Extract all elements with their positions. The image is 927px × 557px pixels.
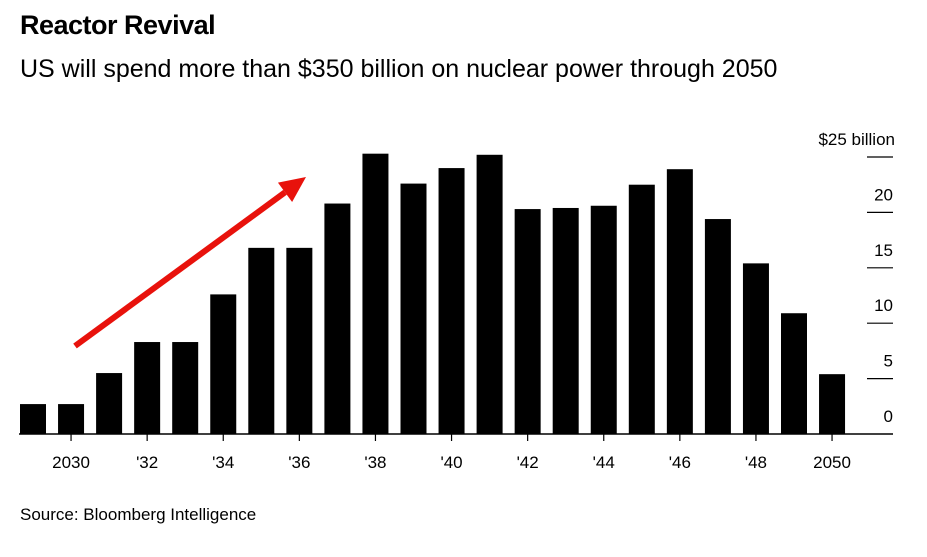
x-tick-label-2048: '48: [745, 453, 767, 472]
x-tick-label-2030: 2030: [52, 453, 90, 472]
chart-subtitle: US will spend more than $350 billion on …: [20, 55, 778, 83]
bar-2034: [210, 294, 237, 434]
y-tick-label-10: 10: [874, 296, 893, 315]
bar-2043: [552, 207, 579, 434]
trend-arrow-shaft: [73, 189, 287, 349]
chart-title: Reactor Revival: [20, 10, 216, 40]
x-tick-label-2038: '38: [364, 453, 386, 472]
x-tick-label-2036: '36: [288, 453, 310, 472]
bar-2030: [58, 404, 85, 434]
bar-2039: [400, 183, 427, 434]
y-tick-label-0: 0: [884, 407, 893, 426]
source-note: Source: Bloomberg Intelligence: [20, 505, 257, 524]
bar-2048: [742, 263, 769, 434]
y-tick-label-20: 20: [874, 185, 893, 204]
x-tick-label-2050: 2050: [813, 453, 851, 472]
bar-2032: [134, 342, 161, 434]
x-tick-label-2040: '40: [440, 453, 462, 472]
trend-arrow-head: [277, 177, 306, 203]
bar-2031: [96, 373, 123, 434]
x-tick-label-2046: '46: [669, 453, 691, 472]
bar-2042: [514, 209, 541, 434]
bar-2049: [781, 313, 807, 434]
bar-2038: [362, 153, 389, 434]
bar-2037: [324, 203, 351, 434]
x-tick-label-2032: '32: [136, 453, 158, 472]
bar-2029: [20, 404, 46, 434]
bar-2035: [248, 247, 275, 434]
bar-2033: [172, 342, 199, 434]
y-tick-label-15: 15: [874, 241, 893, 260]
bar-2041: [476, 154, 503, 434]
bar-2050: [819, 374, 846, 434]
y-tick-label-25: $25 billion: [818, 130, 895, 149]
y-tick-label-5: 5: [884, 352, 893, 371]
bar-2036: [286, 247, 313, 434]
x-tick-label-2042: '42: [517, 453, 539, 472]
bar-2045: [628, 184, 655, 434]
x-tick-label-2034: '34: [212, 453, 234, 472]
bar-2044: [590, 205, 617, 434]
bar-2047: [704, 219, 731, 434]
bar-2046: [666, 169, 693, 435]
bar-2040: [438, 168, 465, 434]
x-tick-label-2044: '44: [593, 453, 615, 472]
